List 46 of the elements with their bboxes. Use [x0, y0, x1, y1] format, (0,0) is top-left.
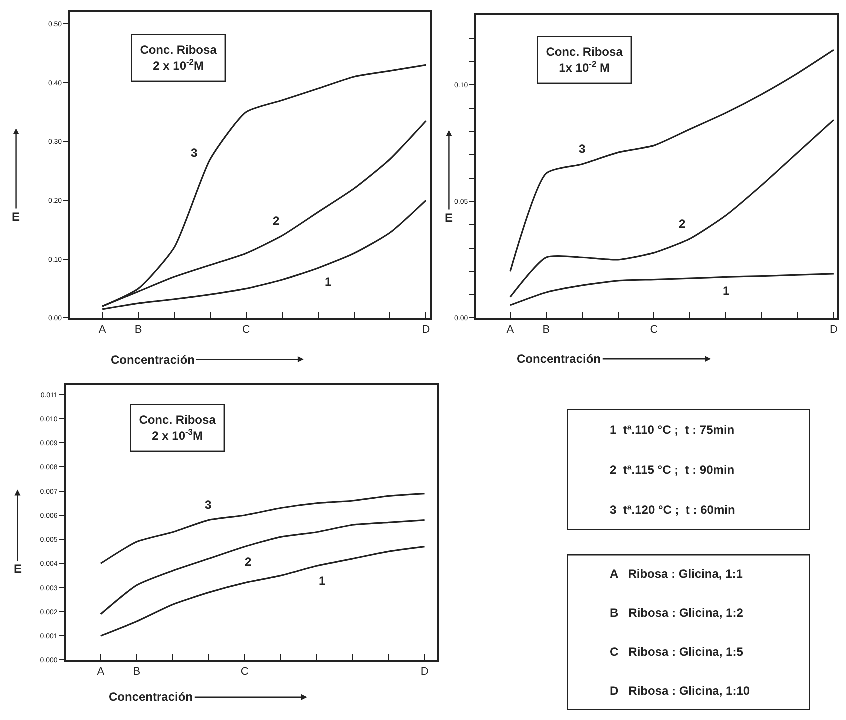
text: 1 tª.110 °C ; t : 75min — [610, 423, 735, 437]
x-tick-label: B — [542, 324, 550, 336]
line-series — [100, 546, 426, 637]
text: 2 x 10$^{-3}$M — [152, 426, 203, 443]
series-label: 3 — [205, 498, 212, 512]
x-tick-label: A — [97, 666, 106, 678]
text: A Ribosa : Glicina, 1:1 — [610, 567, 744, 581]
series-label: 1 — [723, 284, 730, 298]
x-tick-label: A — [506, 324, 515, 336]
text: D Ribosa : Glicina, 1:10 — [610, 684, 750, 698]
text: Conc. Ribosa — [139, 413, 216, 428]
text: Conc. Ribosa — [140, 43, 218, 58]
line-series — [510, 49, 835, 272]
x-tick-label: C — [240, 666, 249, 678]
series-label: 3 — [191, 146, 198, 160]
series-label: 2 — [679, 217, 686, 231]
series-label: 2 — [273, 214, 280, 228]
line-series — [100, 520, 426, 616]
x-tick-label: C — [650, 324, 658, 336]
text: C Ribosa : Glicina, 1:5 — [610, 645, 744, 659]
line-series — [100, 492, 426, 565]
x-tick-label: B — [133, 666, 141, 678]
x-axis-title: Concentración — [517, 352, 602, 366]
x-tick-label: D — [420, 666, 429, 678]
x-axis-title: Concentración — [109, 690, 194, 704]
x-tick-label: A — [98, 324, 107, 336]
x-tick-label: D — [830, 324, 838, 336]
x-axis-title: Concentración — [111, 353, 196, 367]
text: 2 tª.115 °C ; t : 90min — [610, 463, 735, 477]
x-tick-label: C — [242, 324, 250, 336]
text: 2 x 10$^{-2}$M — [153, 56, 204, 73]
series-label: 2 — [245, 555, 252, 569]
text: 3 tª.120 °C ; t : 60min — [610, 503, 736, 517]
y-axis-title: E — [12, 210, 20, 224]
text: B Ribosa : Glicina, 1:2 — [610, 606, 744, 620]
text: 1x 10$^{-2}$ M — [559, 58, 610, 75]
x-tick-label: B — [134, 324, 142, 336]
series-label: 1 — [319, 574, 326, 588]
line-series — [510, 119, 835, 298]
y-axis-title: E — [14, 562, 22, 576]
x-tick-label: D — [422, 324, 430, 336]
series-label: 1 — [325, 275, 332, 289]
text: Conc. Ribosa — [546, 45, 624, 60]
y-axis-title: E — [445, 211, 454, 225]
series-label: 3 — [579, 142, 586, 156]
line-series — [510, 273, 835, 306]
